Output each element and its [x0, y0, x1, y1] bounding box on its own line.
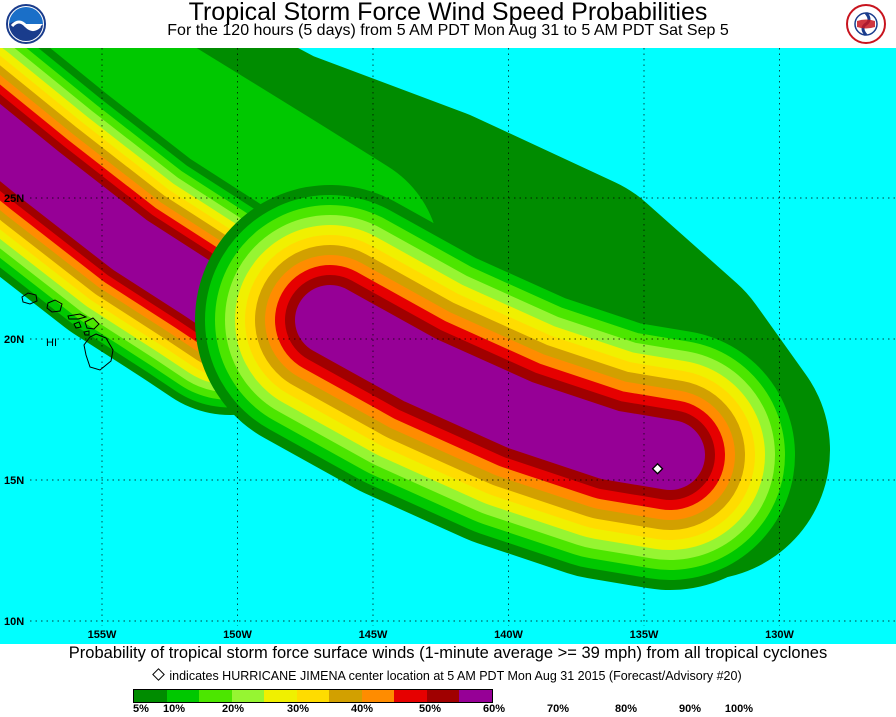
east-swath-band-10 [295, 285, 705, 490]
scale-label: 100% [724, 703, 754, 715]
hawaii-big-island [83, 333, 114, 371]
lat-label: 10N [4, 616, 24, 628]
molokai-island [67, 313, 88, 320]
kahoolawe-island [83, 330, 90, 336]
caption: Probability of tropical storm force surf… [68, 644, 828, 662]
scale-label: 60% [482, 703, 506, 715]
national-weather-service-logo [846, 4, 886, 44]
scale-label: 5% [133, 703, 149, 715]
storm-center-diamond-icon [651, 462, 664, 475]
lon-label: 150W [223, 629, 252, 641]
diamond-marker-icon [152, 668, 166, 681]
scale-swatch [264, 690, 297, 702]
map-title: Tropical Storm Force Wind Speed Probabil… [188, 0, 708, 26]
footer: Probability of tropical storm force surf… [0, 644, 896, 716]
scale-label: 10% [162, 703, 186, 715]
probability-swaths [0, 48, 830, 590]
center-note: indicates HURRICANE JIMENA center locati… [0, 668, 896, 684]
map-subtitle: For the 120 hours (5 days) from 5 AM PDT… [167, 22, 729, 39]
scale-label: 40% [350, 703, 374, 715]
scale-swatch [199, 690, 232, 702]
probability-map: 155W 150W 145W 140W 135W 130W 25N 20N 15N 10N HI [0, 48, 896, 644]
scale-label: 50% [418, 703, 442, 715]
lat-label: 20N [4, 334, 24, 346]
scale-label: 20% [221, 703, 245, 715]
scale-swatch [329, 690, 362, 702]
center-note-text: indicates HURRICANE JIMENA center locati… [169, 669, 742, 683]
lat-lon-grid: 155W 150W 145W 140W 135W 130W 25N 20N 15N 10N [4, 48, 896, 641]
lanai-island [73, 321, 82, 329]
hi-label: HI [46, 337, 57, 349]
scale-label: 80% [614, 703, 638, 715]
scale-swatch [166, 690, 199, 702]
lon-label: 145W [359, 629, 388, 641]
scale-swatch [459, 690, 492, 702]
hawaiian-islands [21, 292, 114, 371]
lon-label: 155W [88, 629, 117, 641]
lon-label: 140W [494, 629, 523, 641]
scale-swatch [394, 690, 427, 702]
lon-label: 130W [765, 629, 794, 641]
lon-label: 135W [630, 629, 659, 641]
scale-swatch [296, 690, 329, 702]
lat-label: 15N [4, 475, 24, 487]
scale-swatch [231, 690, 264, 702]
header: Tropical Storm Force Wind Speed Probabil… [0, 0, 896, 48]
scale-label: 70% [546, 703, 570, 715]
maui-island [84, 317, 100, 330]
color-scale [133, 689, 493, 703]
kauai-island [21, 292, 38, 305]
scale-swatch [361, 690, 394, 702]
scale-swatch [134, 690, 167, 702]
scale-label: 30% [286, 703, 310, 715]
scale-swatch [426, 690, 459, 702]
noaa-logo [6, 4, 46, 44]
scale-label: 90% [678, 703, 702, 715]
oahu-island [46, 299, 63, 313]
storm-center-marker [651, 462, 664, 475]
lat-label: 25N [4, 193, 24, 205]
color-scale-labels: 5% 10% 20% 30% 40% 50% 60% 70% 80% 90% 100% [0, 703, 896, 717]
